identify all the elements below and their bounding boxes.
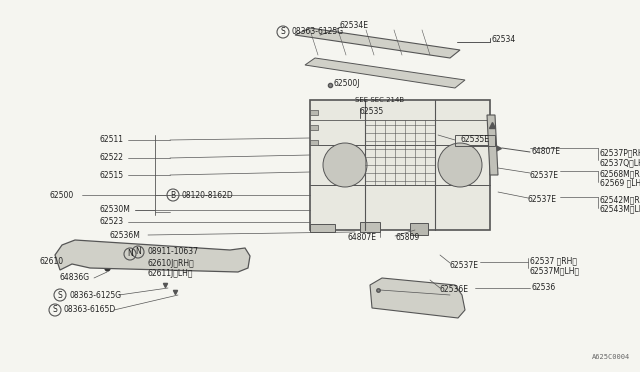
Text: S: S [58,291,62,299]
Text: 62610: 62610 [40,257,64,266]
Text: 62537Q〈LH〉: 62537Q〈LH〉 [600,158,640,167]
Text: 62537E: 62537E [450,260,479,269]
Text: 62511: 62511 [100,135,124,144]
Text: 62515: 62515 [100,170,124,180]
Text: 62535: 62535 [360,108,384,116]
Bar [310,110,318,115]
Text: S: S [52,305,58,314]
Polygon shape [170,256,185,270]
Text: 62542M〈RH〉: 62542M〈RH〉 [600,196,640,205]
Text: 62500J: 62500J [334,78,360,87]
Circle shape [323,143,367,187]
Text: 64807E: 64807E [348,232,377,241]
Circle shape [438,143,482,187]
Bar [410,223,428,235]
Text: 62610J〈RH〉: 62610J〈RH〉 [148,260,195,269]
Text: 62536E: 62536E [440,285,469,295]
Text: B: B [170,190,175,199]
Polygon shape [305,58,465,88]
Text: 08363-6125G: 08363-6125G [69,291,121,299]
Text: 62537M〈LH〉: 62537M〈LH〉 [530,266,580,276]
Text: N: N [127,250,133,259]
Text: 62537E: 62537E [530,170,559,180]
Text: 08911-10637: 08911-10637 [148,247,199,257]
Text: 65809: 65809 [395,234,419,243]
Text: 62523: 62523 [100,218,124,227]
Text: 62569 〈LH〉: 62569 〈LH〉 [600,179,640,187]
Text: 62537 〈RH〉: 62537 〈RH〉 [530,257,577,266]
Text: N: N [135,247,141,257]
Text: SEE SEC.214B: SEE SEC.214B [355,97,404,103]
Text: 64836G: 64836G [60,273,90,282]
Bar [310,140,318,145]
Text: 62536M: 62536M [110,231,141,240]
Text: 62534: 62534 [492,35,516,45]
Text: 62534E: 62534E [340,22,369,31]
Text: 62536: 62536 [532,283,556,292]
Bar [455,135,495,145]
Text: 62522: 62522 [100,154,124,163]
Text: 64807E: 64807E [532,148,561,157]
Polygon shape [55,240,250,272]
Text: 62568M〈RH〉: 62568M〈RH〉 [600,170,640,179]
Polygon shape [370,278,465,318]
Bar [310,125,318,130]
Text: A625C0004: A625C0004 [592,354,630,360]
Text: 62530M: 62530M [100,205,131,215]
Bar [310,100,490,230]
Polygon shape [487,115,498,175]
Text: 08120-8162D: 08120-8162D [181,190,233,199]
Bar [310,224,335,232]
Text: S: S [280,28,285,36]
Text: 62611J〈LH〉: 62611J〈LH〉 [148,269,193,279]
Text: 62537P〈RH〉: 62537P〈RH〉 [600,148,640,157]
Text: 62500: 62500 [50,190,74,199]
Polygon shape [295,28,460,58]
Text: 62537E: 62537E [528,196,557,205]
Text: 08363-6165D: 08363-6165D [64,305,116,314]
Text: 08363-6125G: 08363-6125G [292,28,344,36]
Text: 62535E: 62535E [461,135,490,144]
Text: 62543M〈LH〉: 62543M〈LH〉 [600,205,640,214]
Bar [360,222,380,232]
